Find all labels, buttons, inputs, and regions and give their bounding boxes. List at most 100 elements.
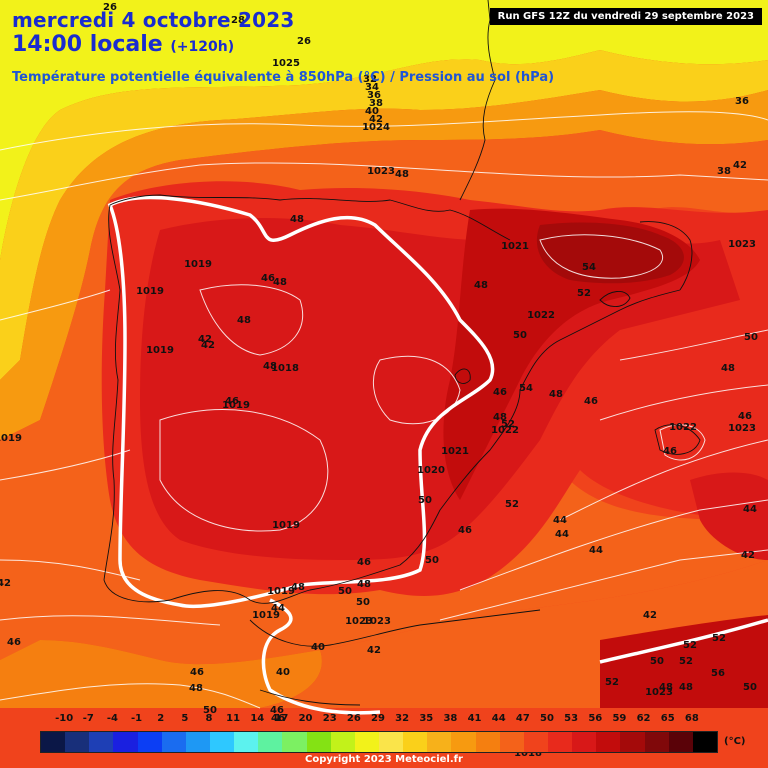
- legend-tick-label: 68: [684, 713, 699, 724]
- legend-swatch: [620, 732, 645, 752]
- legend-swatch: [209, 732, 235, 752]
- theta-label: 50: [513, 330, 527, 341]
- isotherm-50-east: [599, 618, 768, 664]
- theta-label: 50: [744, 332, 758, 343]
- pressure-label: 1023: [345, 616, 373, 627]
- pressure-label: 1019: [146, 345, 174, 356]
- legend-swatch: [596, 732, 621, 752]
- pressure-labels: 1025 1024 1023 1021 1022 1022 1021 1020 1019 1019…: [0, 58, 756, 759]
- legend-tick-label: 20: [298, 713, 313, 724]
- theta-label: 42: [733, 160, 747, 171]
- legend-swatch: [113, 732, 138, 752]
- legend-tick-label: -10: [55, 713, 74, 724]
- theta-label: 46: [357, 557, 371, 568]
- legend-tick-label: 2: [157, 713, 165, 724]
- legend-tick-label: 17: [274, 713, 289, 724]
- legend-tick-label: 35: [419, 713, 434, 724]
- theta-label: 50: [356, 597, 370, 608]
- run-info: Run GFS 12Z du vendredi 29 septembre 202…: [489, 8, 762, 25]
- theta-label: 42: [369, 114, 383, 125]
- pressure-label: 1019: [222, 400, 250, 411]
- legend-tick-label: 26: [346, 713, 361, 724]
- legend-swatch: [475, 732, 500, 752]
- lead-time: (+120h): [170, 39, 235, 55]
- legend-tick-label: 11: [226, 713, 241, 724]
- forecast-time: 14:00 locale (+120h): [12, 32, 234, 57]
- theta-label: 48: [290, 214, 304, 225]
- map-parameter: Température potentielle équivalente à 85…: [12, 70, 555, 85]
- legend-swatch: [378, 732, 404, 752]
- isotherm-50: [107, 195, 495, 609]
- pressure-label: 1022: [527, 310, 555, 321]
- legend-tick-label: 23: [322, 713, 337, 724]
- pressure-label: 1020: [417, 465, 445, 476]
- theta-label: 26: [103, 2, 117, 13]
- theta-label: 44: [743, 504, 757, 515]
- theta-label: 46: [270, 705, 284, 716]
- legend-tick-label: -4: [106, 713, 118, 724]
- theta-label: 48: [721, 363, 735, 374]
- legend-tick-label: 32: [395, 713, 410, 724]
- theta-label: 46: [663, 446, 677, 457]
- theta-label: 48: [189, 683, 203, 694]
- theta-label: 48: [395, 169, 409, 180]
- color-legend: [40, 731, 718, 753]
- theta-label: 50: [650, 656, 664, 667]
- theta-label: 42: [367, 645, 381, 656]
- theta-label: 28: [231, 15, 245, 26]
- theta-label: 48: [474, 280, 488, 291]
- legend-ticks: -10 -7 -4 -1 2 5 8 11 14 17 20 23 26 29 32 35 38 41 44 47 50…: [0, 713, 768, 729]
- theta-label: 44: [555, 529, 569, 540]
- legend-tick-label: 5: [181, 713, 189, 724]
- legend-tick-label: 14: [250, 713, 265, 724]
- legend-swatch: [330, 732, 355, 752]
- theta-label: 54: [519, 383, 533, 394]
- pressure-label: 1021: [441, 446, 469, 457]
- legend-tick-label: 29: [371, 713, 385, 724]
- theta-zone-35: [0, 50, 768, 380]
- theta-label: 48: [291, 582, 305, 593]
- legend-swatch: [306, 732, 331, 752]
- legend-tick-label: 44: [491, 713, 506, 724]
- theta-label: 42: [198, 334, 212, 345]
- theta-label: 52: [577, 288, 591, 299]
- theta-label: 40: [365, 106, 379, 117]
- theta-label: 52: [679, 656, 693, 667]
- legend-swatch: [234, 732, 259, 752]
- theta-label: 56: [711, 668, 725, 679]
- legend-tick-label: 53: [564, 713, 579, 724]
- theta-label: 52: [683, 640, 697, 651]
- forecast-date: mercredi 4 octobre 2023: [12, 8, 295, 32]
- theta-label: 50: [338, 586, 352, 597]
- theta-label: 40: [276, 667, 290, 678]
- theta-label: 46: [493, 387, 507, 398]
- theta-label: 42: [0, 578, 11, 589]
- legend-swatch: [137, 732, 162, 752]
- pressure-label: 1019: [0, 433, 22, 444]
- legend-swatch: [282, 732, 307, 752]
- legend-tick-label: -7: [82, 713, 94, 724]
- theta-label: 38: [369, 98, 383, 109]
- theta-label: 42: [741, 550, 755, 561]
- legend-swatch: [547, 732, 573, 752]
- legend-tick-label: -1: [131, 713, 143, 724]
- theta-label: 42: [201, 340, 215, 351]
- theta-label: 46: [738, 411, 752, 422]
- legend-tick-label: 41: [467, 713, 482, 724]
- legend-swatch: [499, 732, 524, 752]
- theta-label: 40: [311, 642, 325, 653]
- theta-label: 48: [237, 315, 251, 326]
- pressure-label: 1023: [728, 239, 756, 250]
- copyright: Copyright 2023 Meteociel.fr: [305, 754, 463, 765]
- theta-label: 50: [743, 682, 757, 693]
- legend-tick-label: 59: [612, 713, 627, 724]
- theta-label: 48: [493, 412, 507, 423]
- theta-zone-41: [0, 640, 322, 708]
- legend-tick-label: 8: [205, 713, 213, 724]
- theta-label: 46: [271, 713, 285, 724]
- theta-label: 44: [553, 515, 567, 526]
- legend-swatch: [451, 732, 476, 752]
- pressure-label: 1018: [514, 748, 542, 759]
- theta-labels: 2628263234363840423638424848545246484842…: [0, 2, 758, 724]
- legend-swatch: [41, 732, 66, 752]
